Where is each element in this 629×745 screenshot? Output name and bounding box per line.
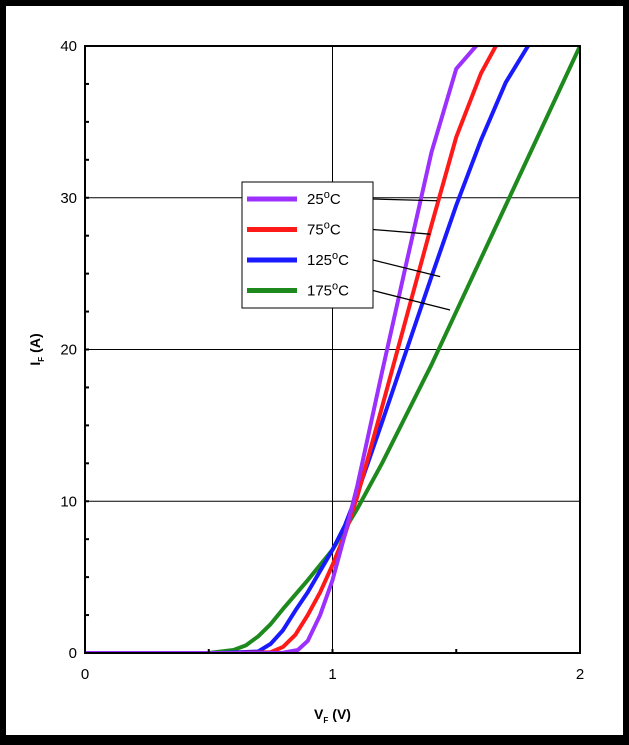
legend-label-2: 125oC	[307, 250, 349, 269]
legend-leader-3	[372, 289, 451, 311]
x-tick-label: 2	[576, 666, 584, 683]
y-axis-label-unit: (A)	[27, 333, 43, 352]
y-axis-label-subscript: F	[37, 357, 46, 362]
y-tick-label: 40	[60, 38, 77, 55]
y-axis-label-main: I	[27, 362, 43, 366]
legend-leader-0	[372, 198, 437, 202]
y-tick-label: 0	[69, 645, 77, 662]
legend-leader-2	[372, 259, 441, 278]
x-axis-label-main: V	[314, 706, 324, 722]
legend-label-0: 25oC	[307, 189, 341, 208]
y-tick-label: 20	[60, 342, 77, 359]
legend-label-1: 75oC	[307, 220, 341, 239]
y-tick-label: 10	[60, 493, 77, 510]
y-axis-label: IF (A)	[27, 333, 46, 365]
x-tick-label: 1	[328, 666, 336, 683]
x-tick-label: 0	[81, 666, 89, 683]
x-axis-label-subscript: F	[323, 716, 328, 725]
x-axis-label-unit: (V)	[332, 706, 351, 722]
series-line-3	[85, 46, 580, 653]
y-tick-label: 30	[60, 190, 77, 207]
legend: 25oC 75oC 125oC 175oC	[241, 181, 451, 311]
legend-leader-1	[372, 228, 431, 235]
series-line-2	[85, 46, 531, 653]
legend-label-3: 175oC	[307, 281, 349, 300]
legend-box	[241, 181, 374, 309]
x-axis-label: VF (V)	[314, 706, 351, 725]
